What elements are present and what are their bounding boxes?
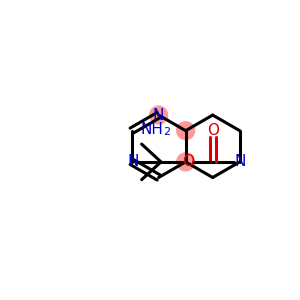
Text: NH: NH: [141, 122, 164, 137]
Text: O: O: [182, 154, 194, 169]
Text: O: O: [207, 123, 219, 138]
Circle shape: [177, 122, 195, 140]
Circle shape: [177, 153, 195, 171]
Text: N: N: [128, 154, 139, 169]
Text: 2: 2: [163, 127, 170, 136]
Text: N: N: [234, 154, 245, 169]
Circle shape: [150, 106, 168, 124]
Text: N: N: [153, 108, 164, 123]
